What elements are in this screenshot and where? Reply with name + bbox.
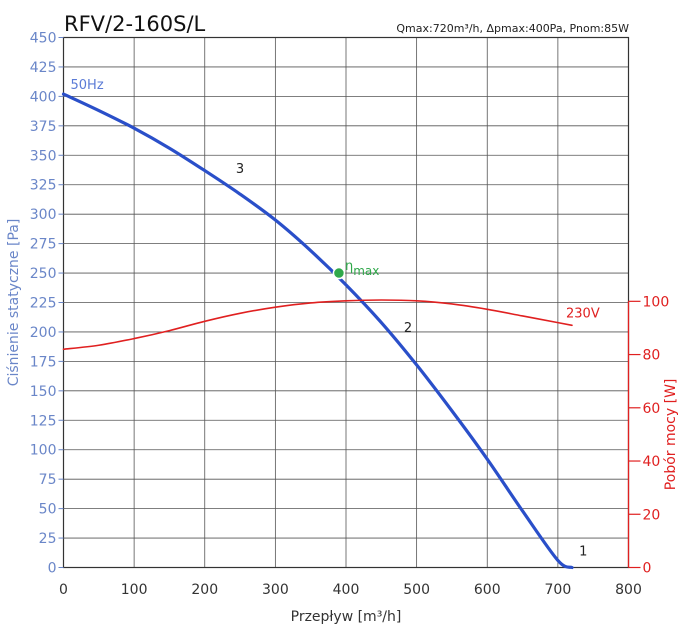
x-tick-label: 400 [333,582,360,598]
curve-point-label: 3 [236,162,244,177]
y-left-tick-label: 200 [30,325,57,341]
y-left-tick-label: 150 [30,384,57,400]
y-left-tick-label: 300 [30,207,57,223]
y-left-tick-label: 100 [30,443,57,459]
pressure-curve [61,92,574,570]
y-left-tick-label: 125 [30,413,57,429]
y-left-tick-label: 275 [30,237,57,253]
eta-max-label: ηmax [345,259,379,278]
annotations-group: ηmax 3 2 1 [236,162,588,560]
y-left-tick-label: 175 [30,354,57,370]
x-axis-label: Przepływ [m³/h] [291,609,402,625]
y-right-axis-label: Pobór mocy [W] [663,379,679,491]
x-axis-ticks: 0 100 200 300 400 500 600 700 800 [59,582,642,598]
y-left-tick-label: 325 [30,178,57,194]
y-left-tick-label: 50 [39,502,57,518]
y-left-tick-label: 400 [30,89,57,105]
curve-point-label: 2 [404,321,412,336]
y-left-tick-label: 250 [30,266,57,282]
y-left-tick-label: 25 [39,531,57,547]
x-tick-label: 600 [474,582,501,598]
y-right-tick-label: 100 [643,294,670,310]
grid-lines [63,37,629,568]
x-tick-label: 100 [121,582,148,598]
chart-specs: Qmax:720m³/h, Δpmax:400Pa, Pnom:85W [396,22,629,35]
y-left-axis-ticks: 0 25 50 75 100 125 150 175 200 225 250 275 300 325 350… [30,31,64,577]
y-right-tick-label: 40 [643,454,661,470]
y-left-tick-label: 375 [30,119,57,135]
eta-max-point [332,266,346,280]
y-right-axis-ticks: 0 20 40 60 80 100 [628,294,670,577]
chart-title: RFV/2-160S/L [64,12,206,36]
x-tick-label: 700 [545,582,572,598]
x-tick-label: 200 [191,582,218,598]
power-curve [62,299,573,351]
y-right-tick-label: 80 [643,348,661,364]
y-right-tick-label: 60 [643,401,661,417]
y-right-tick-label: 0 [643,561,652,577]
y-left-tick-label: 225 [30,296,57,312]
y-right-tick-label: 20 [643,507,661,523]
x-tick-label: 500 [403,582,430,598]
x-tick-label: 800 [615,582,642,598]
curve-point-label: 1 [579,545,587,560]
y-left-axis-label: Ciśnienie statyczne [Pa] [6,219,22,387]
y-left-tick-label: 0 [48,561,57,577]
x-tick-label: 0 [59,582,68,598]
y-left-tick-label: 75 [39,472,57,488]
series-label-230v: 230V [566,306,600,321]
y-left-tick-label: 350 [30,148,57,164]
y-left-tick-label: 425 [30,60,57,76]
series-label-50hz: 50Hz [71,78,104,93]
series-group: 50Hz 230V [61,78,600,570]
y-left-tick-label: 450 [30,31,57,47]
x-tick-label: 300 [262,582,289,598]
